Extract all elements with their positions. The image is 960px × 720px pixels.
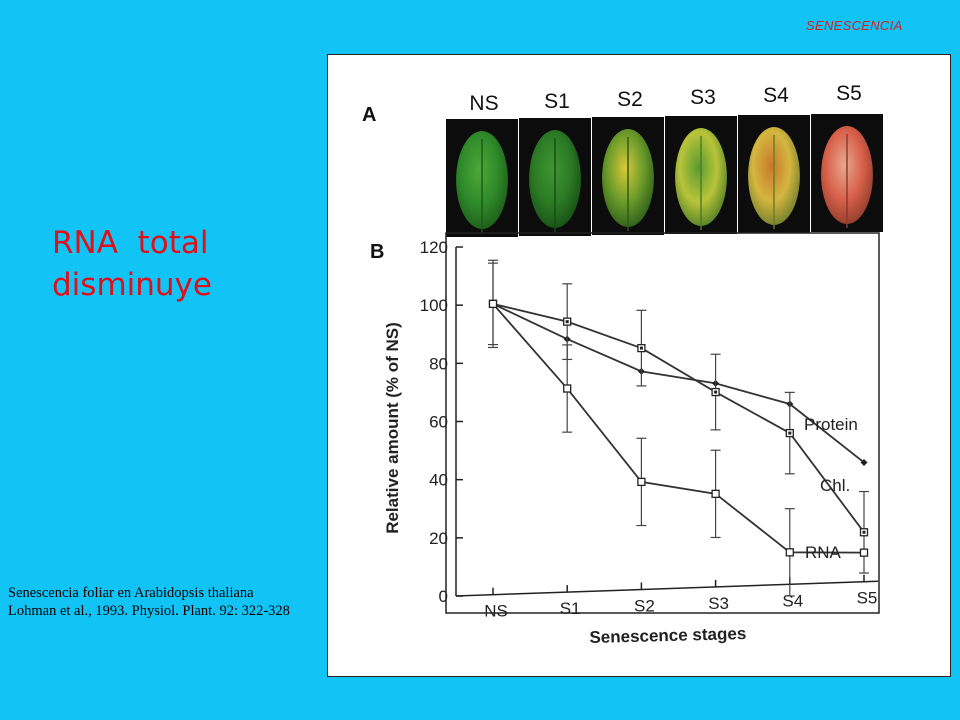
stage-label-s1: S1: [544, 90, 570, 113]
panel-b-label: B: [370, 241, 384, 263]
leaf-photo-ns: [446, 119, 518, 237]
x-tick-label-s4: S4: [782, 591, 803, 610]
y-tick-label-40: 40: [429, 471, 448, 490]
series-label-protein: Protein: [804, 415, 858, 434]
figure-caption: Senescencia foliar en Arabidopsis thalia…: [8, 584, 320, 620]
data-point: [785, 548, 794, 557]
headline-line-2: disminuye: [52, 267, 212, 303]
data-point: [488, 299, 498, 309]
headline: RNA total disminuye: [52, 222, 212, 306]
stage-label-s3: S3: [690, 86, 716, 109]
panel-a-label: A: [362, 104, 376, 126]
chart-axes: 0 20 40 60 80 100 120 NS S1 S2 S3 S4 S5: [420, 238, 879, 621]
series-line-protein: [492, 303, 865, 464]
y-axis-label: Relative amount (% of NS): [383, 322, 402, 534]
stage-label-s2: S2: [617, 88, 643, 111]
series-protein: [489, 300, 868, 466]
panel-b-border: [445, 232, 880, 614]
panel-b: B 0 20 40 60 80 100 120 NS S1 S2 S3 S4 S5 Protein Chl…: [370, 232, 880, 647]
stage-label-s4: S4: [763, 84, 789, 107]
section-label: SENESCENCIA: [806, 18, 903, 33]
series-label-chl: Chl.: [820, 476, 850, 495]
data-point: [711, 489, 720, 498]
leaf-photo-s4: [738, 115, 810, 233]
data-point: [860, 458, 868, 466]
x-tick-label-s2: S2: [634, 597, 655, 616]
series-label-rna: RNA: [805, 543, 842, 562]
data-point: [637, 477, 646, 487]
chart-series: Protein Chl. RNA: [488, 259, 869, 597]
y-tick-label-20: 20: [429, 529, 448, 548]
x-axis-label: Senescence stages: [589, 624, 746, 647]
leaf-photo-s2: [592, 117, 664, 235]
data-point: [859, 548, 869, 557]
data-point: [563, 384, 572, 393]
stage-labels: NS S1 S2 S3 S4 S5: [469, 82, 861, 115]
panel-a: A NS S1 S2 S3 S4 S5: [362, 82, 883, 237]
x-tick-label-s3: S3: [708, 594, 729, 613]
y-tick-label-60: 60: [429, 413, 448, 432]
series-line-rna: [492, 303, 865, 554]
x-tick-label-s5: S5: [857, 589, 878, 608]
caption-line-2: Lohman et al., 1993. Physiol. Plant. 92:…: [8, 603, 290, 619]
leaf-photo-s5: [811, 114, 883, 232]
leaf-photo-s1: [519, 118, 591, 236]
y-tick-label-80: 80: [429, 354, 448, 373]
x-tick-label-ns: NS: [484, 602, 508, 621]
series-line-chl: [492, 302, 865, 533]
headline-line-1: RNA total: [52, 225, 209, 261]
y-tick-label-0: 0: [439, 587, 448, 606]
stage-label-s5: S5: [836, 82, 862, 105]
series-rna: [488, 259, 869, 597]
x-tick-label-s1: S1: [560, 599, 581, 618]
y-tick-label-100: 100: [420, 296, 448, 315]
y-tick-label-120: 120: [420, 238, 448, 257]
caption-line-1: Senescencia foliar en Arabidopsis thalia…: [8, 585, 254, 601]
stage-label-ns: NS: [469, 92, 498, 115]
leaf-photos: [446, 114, 883, 237]
leaf-photo-s3: [665, 116, 737, 234]
